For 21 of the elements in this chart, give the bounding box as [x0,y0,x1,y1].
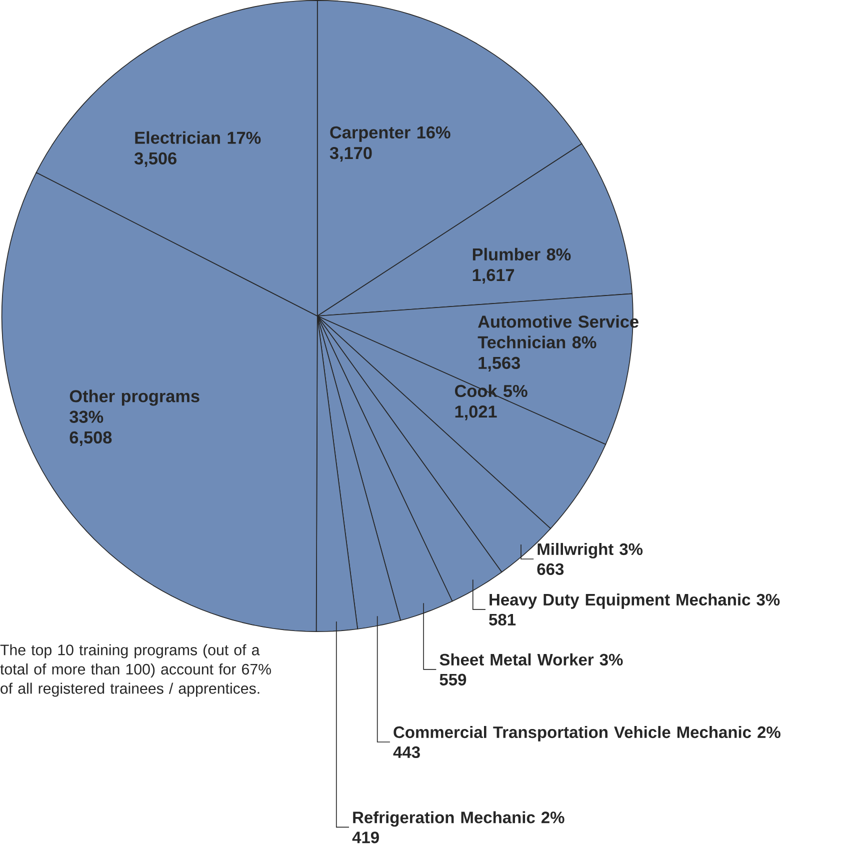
data-label: 6,508 [70,431,112,446]
data-label: 3,170 [330,146,372,162]
data-label: 663 [537,563,564,576]
slice-label: Millwright 3% [538,542,643,558]
slice-label: Heavy Duty Equipment Mechanic 3% [490,593,780,609]
slice-label: Sheet Metal Worker 3% [440,653,623,666]
data-label: 419 [352,832,379,844]
slice-label: Other programs 33% [70,390,200,423]
data-label: 1,563 [478,356,520,372]
data-label: 559 [440,674,466,686]
data-label: 581 [489,614,516,626]
data-label: 1,021 [455,406,497,420]
slice-label: Refrigeration Mechanic 2% [353,811,564,827]
slice-label: Plumber 8% [472,248,571,261]
text: The top 10 training programs (out of a total of more than 100) account for 67% of all registered trainees / apprentices. [0,644,272,697]
data-label: 1,617 [472,268,514,284]
data-label: 443 [393,746,420,758]
slice-label: Electrician 17% [135,131,261,144]
slice-label: Carpenter 16% [330,126,450,142]
slice-label: Commercial Transportation Vehicle Mechanic 2% [394,726,780,742]
data-label: 3,506 [134,152,176,167]
